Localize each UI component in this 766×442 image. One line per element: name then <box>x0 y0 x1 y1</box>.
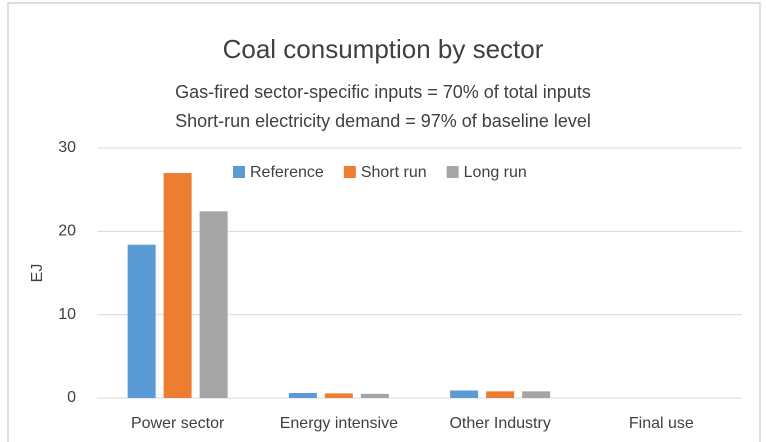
y-tick-label: 0 <box>67 389 76 406</box>
y-tick-label: 30 <box>58 139 76 156</box>
bar <box>288 393 317 398</box>
bar <box>324 393 353 398</box>
legend-swatch <box>446 166 459 178</box>
x-tick-label: Energy intensive <box>280 415 398 432</box>
legend-label: Short run <box>361 164 427 181</box>
legend-swatch <box>233 166 245 178</box>
chart-subtitle: Gas-fired sector-specific inputs = 70% o… <box>175 82 591 102</box>
bar <box>360 393 389 398</box>
x-tick-label: Other Industry <box>449 415 550 432</box>
bar <box>522 391 551 398</box>
x-tick-label: Final use <box>629 415 694 432</box>
chart-title: Coal consumption by sector <box>223 34 544 64</box>
x-tick-label: Power sector <box>131 415 225 432</box>
chart-subtitle: Short-run electricity demand = 97% of ba… <box>175 111 591 131</box>
bar <box>486 391 515 398</box>
y-tick-label: 10 <box>58 306 76 323</box>
bar <box>199 211 228 398</box>
y-tick-label: 20 <box>58 223 76 240</box>
chart-frame <box>7 2 761 442</box>
legend-label: Long run <box>464 164 527 181</box>
y-axis-label: EJ <box>29 264 46 283</box>
bar <box>127 244 156 398</box>
legend-label: Reference <box>250 164 324 181</box>
legend-swatch <box>343 166 356 178</box>
bar <box>163 173 192 398</box>
bar <box>450 390 479 398</box>
